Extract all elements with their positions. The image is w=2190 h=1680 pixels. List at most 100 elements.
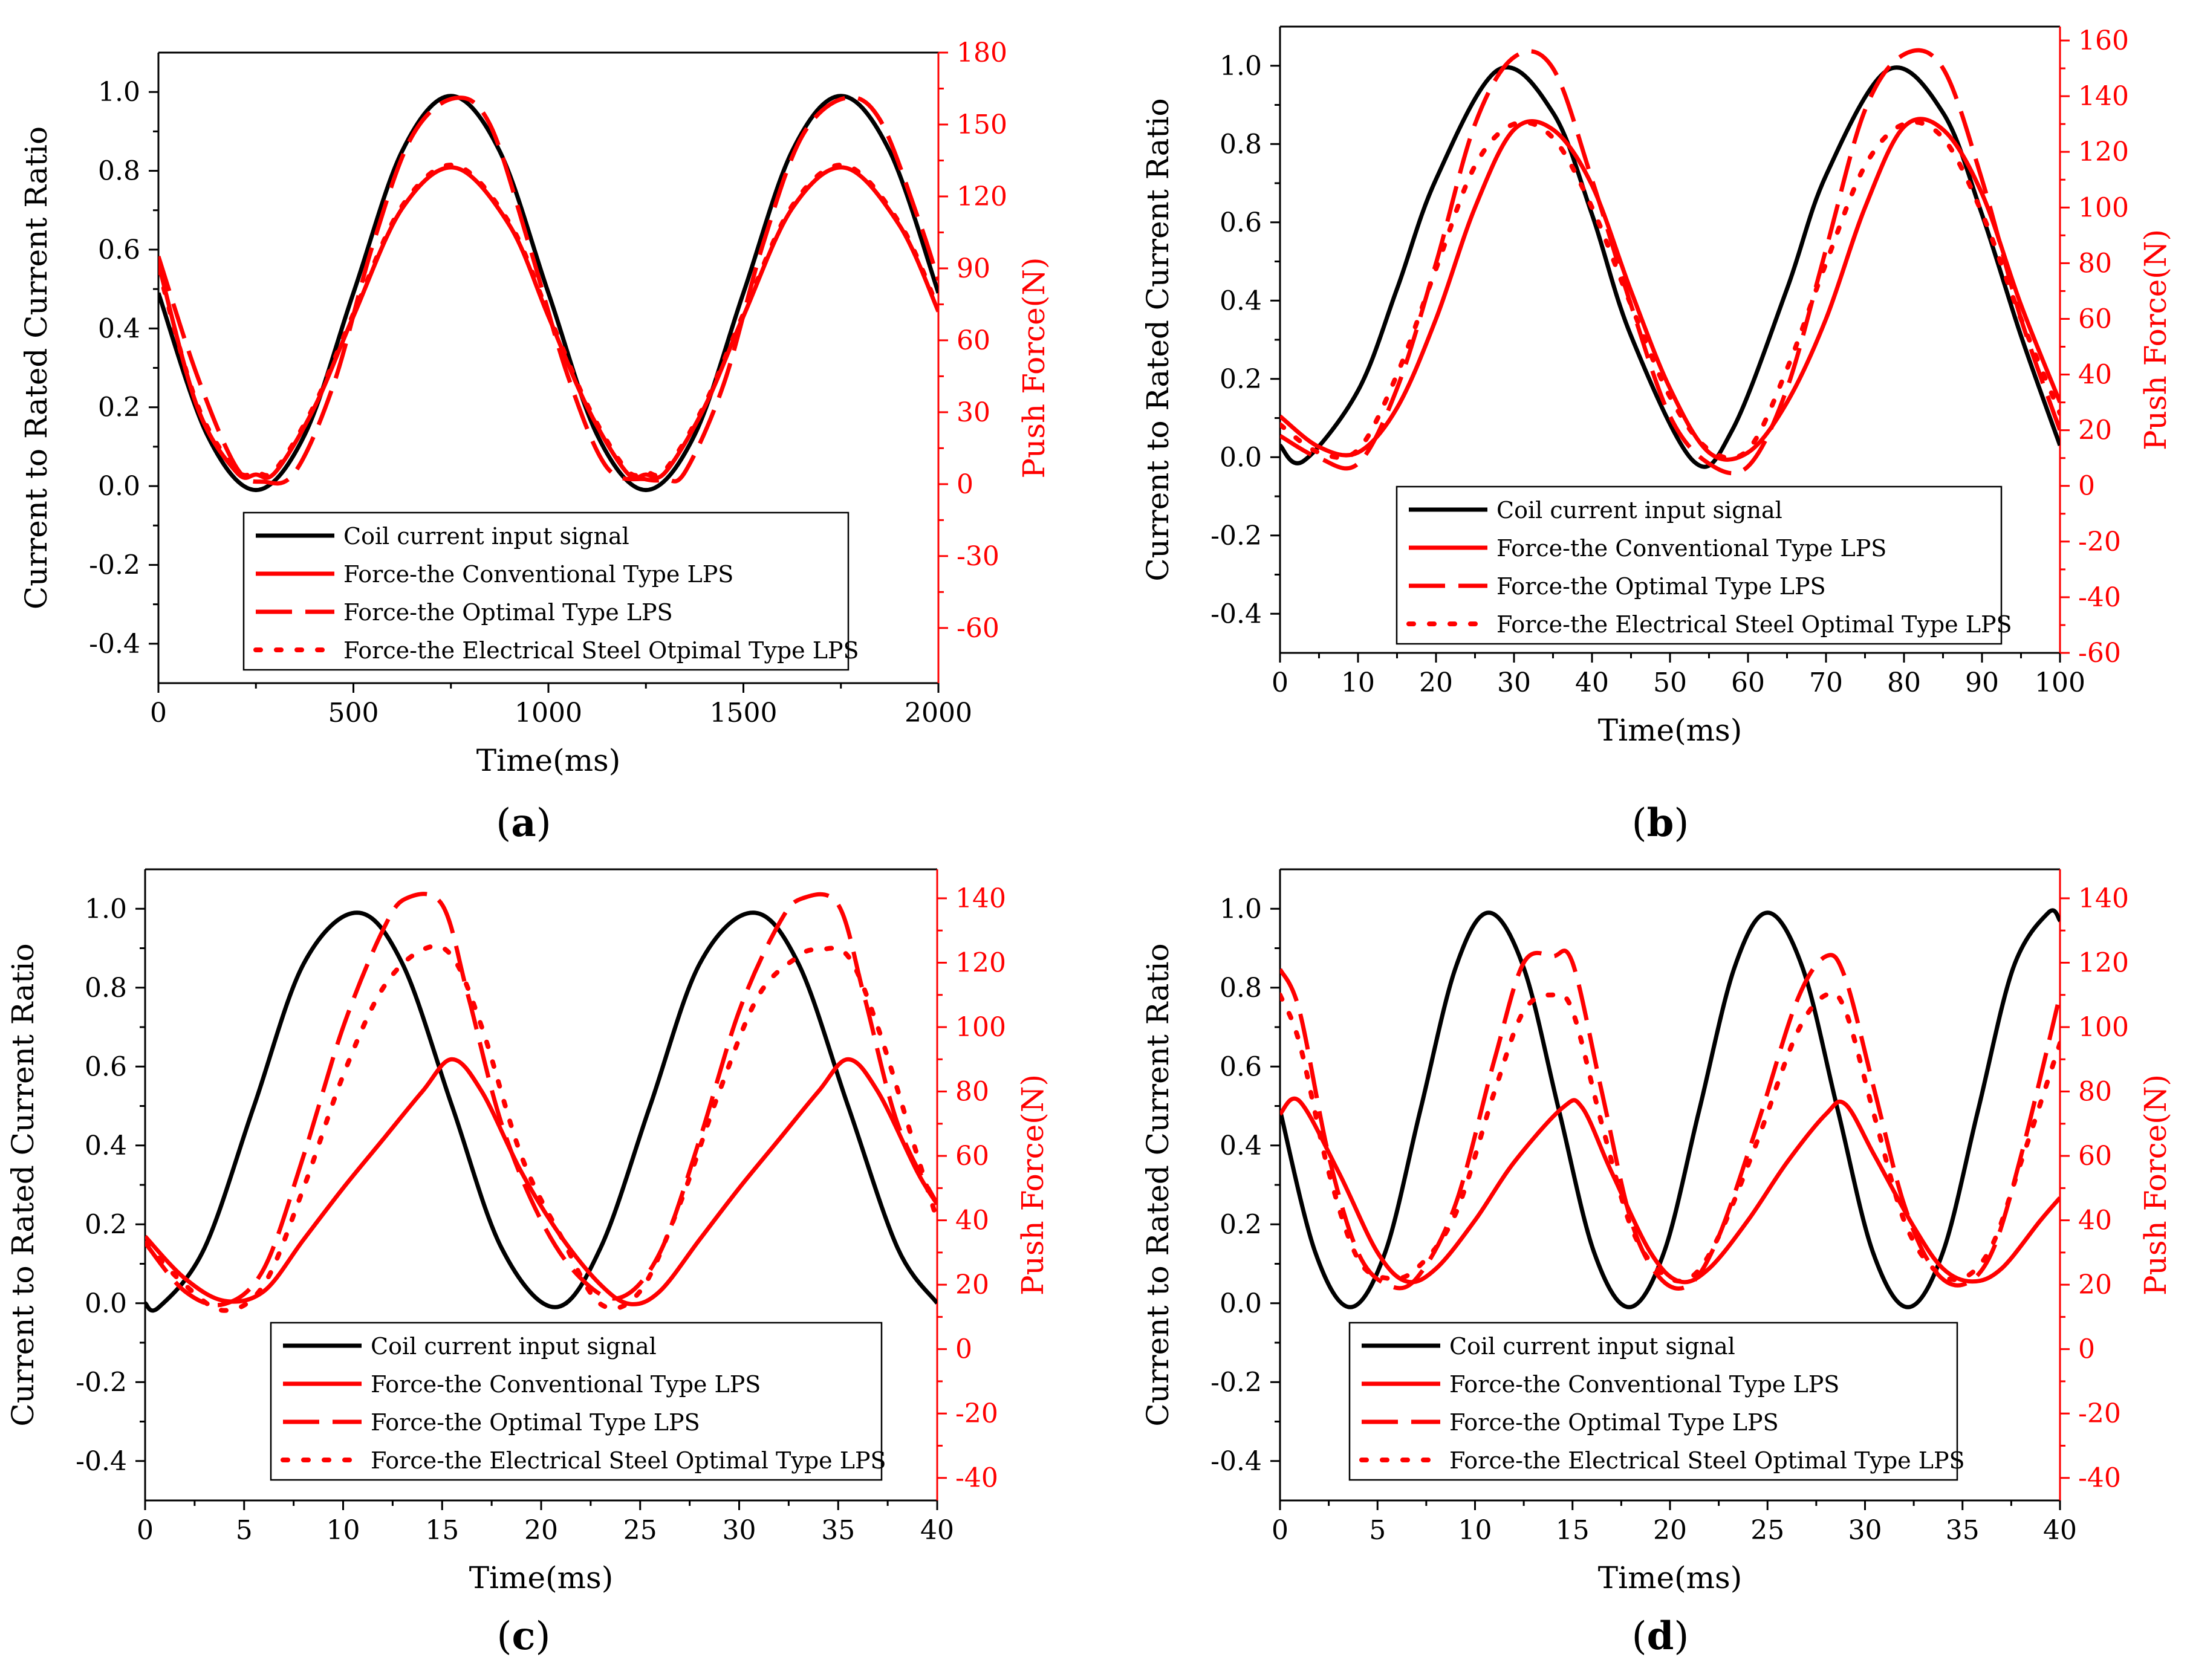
panel-label: (c): [497, 1614, 551, 1659]
y-left-tick-label: 0.8: [1220, 129, 1262, 160]
x-tick-label: 20: [1419, 667, 1453, 698]
series-group: [145, 892, 937, 1313]
y-left-tick-label: -0.4: [1210, 598, 1262, 629]
y-left-tick-label: 0.4: [1220, 285, 1262, 316]
y-left-tick-label: -0.4: [76, 1446, 127, 1477]
y-left-tick-label: 1.0: [98, 77, 140, 108]
series-group: [158, 94, 938, 493]
legend-entry-label: Force-the Conventional Type LPS: [343, 561, 733, 588]
y-right-tick-label: 40: [955, 1205, 989, 1236]
y-right-axis-label: Push Force(N): [2138, 1074, 2173, 1296]
x-tick-label: 500: [328, 698, 379, 728]
y-left-tick-label: -0.4: [1210, 1446, 1262, 1477]
x-tick-label: 40: [1575, 667, 1609, 698]
y-left-tick-label: 0.4: [1220, 1130, 1262, 1161]
x-tick-label: 0: [137, 1515, 154, 1546]
x-tick-label: 0: [150, 698, 167, 728]
series-line-solid: [145, 910, 937, 1313]
y-right-tick-label: 0: [955, 1334, 972, 1365]
y-right-tick-label: 20: [2078, 1270, 2112, 1300]
x-tick-label: 25: [623, 1515, 657, 1546]
x-tick-label: 30: [1848, 1515, 1882, 1546]
y-right-tick-label: 90: [957, 253, 990, 284]
x-tick-label: 25: [1750, 1515, 1784, 1546]
x-axis-label: Time(ms): [476, 743, 620, 778]
y-left-tick-label: -0.2: [1210, 521, 1262, 551]
y-left-tick-label: 0.2: [98, 392, 140, 423]
x-tick-label: 5: [1369, 1515, 1386, 1546]
x-tick-label: 10: [1458, 1515, 1492, 1546]
legend-entry-label: Force-the Electrical Steel Optimal Type …: [371, 1447, 886, 1474]
legend-entry-label: Force-the Conventional Type LPS: [371, 1371, 761, 1398]
legend-box: [1348, 1322, 1958, 1481]
y-left-tick-label: 0.0: [98, 471, 140, 502]
legend-entry-label: Coil current input signal: [1449, 1333, 1735, 1360]
y-right-axis-label: Push Force(N): [1015, 1074, 1050, 1296]
x-tick-label: 30: [1497, 667, 1531, 698]
series-line-dotted: [158, 162, 938, 478]
x-tick-label: 40: [920, 1515, 954, 1546]
legend-entry-label: Force-the Conventional Type LPS: [1449, 1371, 1839, 1398]
x-tick-label: 5: [236, 1515, 253, 1546]
legend-entry-label: Coil current input signal: [343, 523, 629, 550]
chart-panel-c: 0 5 10 15 20 25 30 35 40 -0.4 -0.2 0.0 0.2 0.4 0.6 0.8 1…: [5, 868, 1050, 1659]
x-tick-label: 2000: [905, 698, 972, 728]
x-tick-label: 15: [425, 1515, 459, 1546]
y-left-tick-label: 0.6: [98, 235, 140, 265]
y-left-tick-label: -0.2: [1210, 1367, 1262, 1398]
series-line-dashed: [1280, 949, 2060, 1291]
y-right-tick-label: -40: [955, 1463, 998, 1494]
y-right-tick-label: 60: [2078, 303, 2112, 334]
y-right-tick-label: 0: [957, 469, 973, 500]
x-tick-label: 50: [1653, 667, 1687, 698]
series-line-dotted: [1280, 120, 2060, 461]
y-left-tick-label: 0.2: [1220, 364, 1262, 395]
y-left-tick-label: -0.2: [76, 1367, 127, 1398]
y-right-tick-label: 140: [2078, 883, 2129, 914]
series-line-solid: [158, 94, 938, 493]
y-right-tick-label: 60: [2078, 1141, 2112, 1172]
y-right-tick-label: 80: [955, 1077, 989, 1108]
x-tick-label: 0: [1272, 1515, 1288, 1546]
legend: Coil current input signal Force-the Conve…: [270, 1322, 886, 1481]
y-right-tick-label: 120: [2078, 137, 2129, 167]
x-tick-label: 1500: [710, 698, 778, 728]
y-right-tick-label: 140: [955, 883, 1006, 914]
x-tick-label: 0: [1272, 667, 1288, 698]
legend-entry-label: Coil current input signal: [1496, 497, 1782, 524]
legend-entry-label: Force-the Optimal Type LPS: [1496, 573, 1826, 600]
y-left-tick-label: 1.0: [85, 894, 127, 924]
series-line-solid: [1280, 65, 2060, 469]
x-tick-label: 70: [1809, 667, 1843, 698]
panel-label: (b): [1632, 800, 1689, 846]
y-left-tick-label: 0.0: [1220, 442, 1262, 473]
series-group: [1280, 48, 2060, 476]
y-right-tick-label: -20: [2078, 527, 2121, 557]
legend-box: [270, 1322, 883, 1481]
y-right-tick-label: -20: [2078, 1398, 2121, 1429]
chart-panel-d: 0 5 10 15 20 25 30 35 40 -0.4 -0.2 0.0 0.2 0.4 0.6 0.8 1…: [1140, 868, 2173, 1659]
y-right-tick-label: -40: [2078, 1463, 2121, 1494]
y-left-axis-label: Current to Rated Current Ratio: [1140, 943, 1175, 1426]
y-right-tick-label: 120: [2078, 947, 2129, 978]
x-tick-label: 100: [2035, 667, 2085, 698]
y-right-tick-label: 160: [2078, 25, 2129, 56]
legend-entry-label: Force-the Conventional Type LPS: [1496, 535, 1886, 562]
y-right-tick-label: 60: [957, 325, 990, 356]
y-right-tick-label: 0: [2078, 1334, 2095, 1365]
series-line-dotted: [1280, 990, 2060, 1284]
y-left-tick-label: 0.6: [1220, 1051, 1262, 1082]
y-right-tick-label: -40: [2078, 582, 2121, 613]
legend-entry-label: Force-the Optimal Type LPS: [371, 1409, 700, 1436]
legend-entry-label: Force-the Electrical Steel Otpimal Type …: [343, 637, 859, 664]
y-left-tick-label: 0.6: [1220, 207, 1262, 238]
y-right-tick-label: 180: [957, 37, 1007, 68]
y-right-tick-label: 80: [2078, 1077, 2112, 1108]
y-left-tick-label: 0.2: [85, 1209, 127, 1240]
y-left-tick-label: 0.8: [85, 973, 127, 1004]
x-tick-label: 15: [1556, 1515, 1590, 1546]
series-line-solid: [1280, 908, 2060, 1309]
y-right-tick-label: 60: [955, 1141, 989, 1172]
series-line-dashed: [1280, 48, 2060, 476]
